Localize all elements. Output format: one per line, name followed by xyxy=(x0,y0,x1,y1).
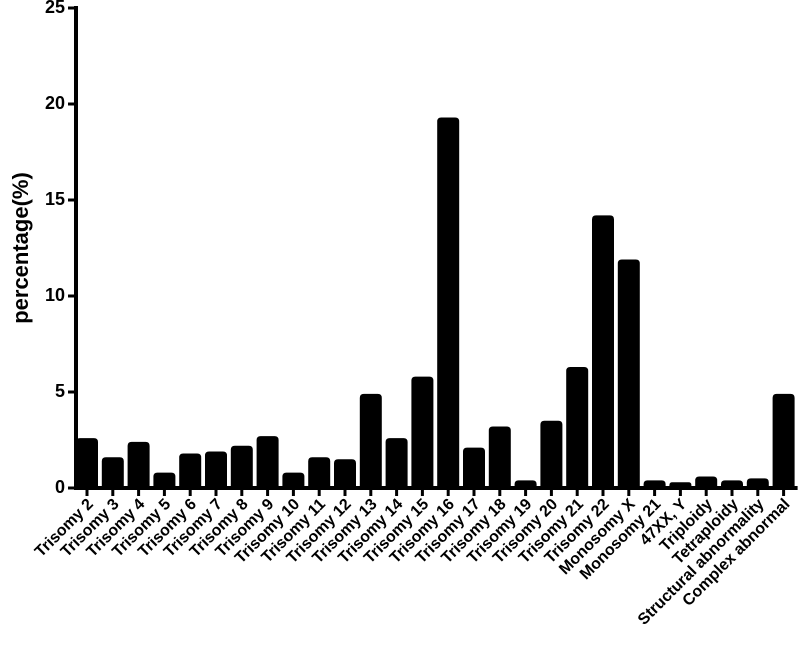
y-tick-label: 10 xyxy=(45,285,65,305)
y-tick-label: 25 xyxy=(45,0,65,17)
bar xyxy=(617,259,640,488)
bar xyxy=(179,453,202,488)
bar xyxy=(463,447,485,488)
bar xyxy=(488,426,511,488)
bar xyxy=(308,457,331,488)
bar xyxy=(334,459,356,488)
bar xyxy=(101,457,124,488)
bar xyxy=(230,445,253,488)
bar xyxy=(592,215,614,489)
bar xyxy=(385,438,408,488)
bar xyxy=(76,438,98,488)
y-tick-label: 0 xyxy=(55,477,65,497)
bar xyxy=(746,478,769,488)
bar xyxy=(566,367,589,488)
bar xyxy=(411,376,434,488)
bar xyxy=(256,436,279,488)
bar xyxy=(772,393,795,488)
y-tick-label: 5 xyxy=(55,381,65,401)
bar xyxy=(282,472,305,488)
bar xyxy=(437,117,460,488)
bar xyxy=(153,472,176,488)
bar xyxy=(359,393,382,488)
bar xyxy=(540,420,563,488)
y-axis-title: percentage(%) xyxy=(8,172,33,324)
y-tick-label: 20 xyxy=(45,93,65,113)
bar xyxy=(205,451,227,488)
bar xyxy=(695,476,718,488)
y-tick-label: 15 xyxy=(45,189,65,209)
bar xyxy=(127,441,150,488)
